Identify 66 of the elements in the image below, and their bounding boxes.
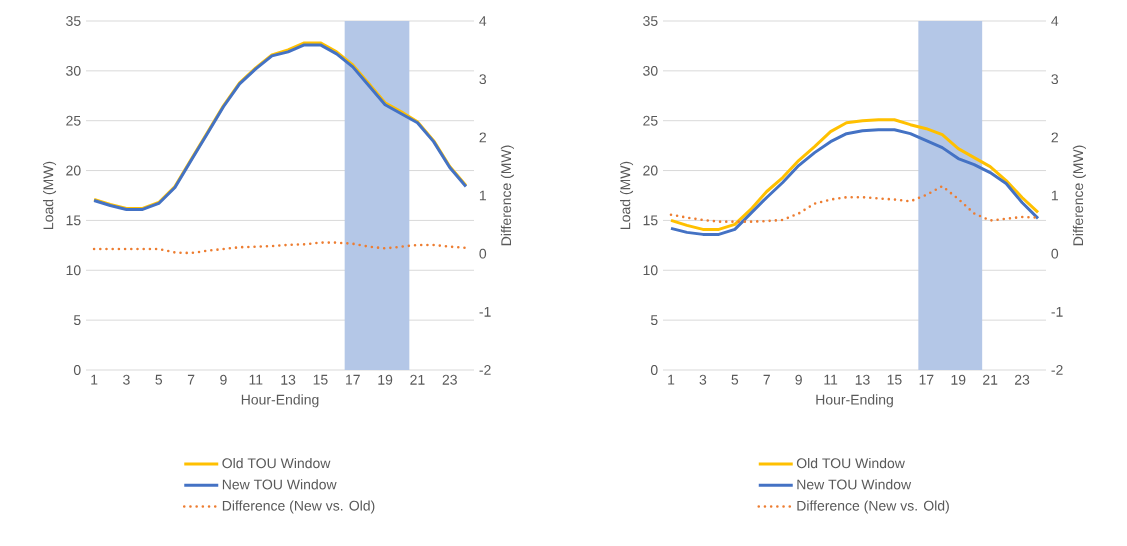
- x-tick-label: 1: [668, 374, 675, 385]
- y2-tick-label: 3: [1051, 74, 1059, 85]
- x-tick-label: 7: [187, 374, 195, 385]
- y-tick-label: 5: [73, 315, 81, 326]
- x-tick-label: 15: [313, 374, 328, 385]
- y-tick-label: 30: [66, 65, 81, 76]
- y-tick-label: 25: [66, 115, 81, 126]
- y2-tick-label: 4: [1051, 16, 1059, 26]
- y-tick-label: 35: [643, 16, 658, 26]
- legend-label: Difference (New vs. Old): [797, 500, 949, 514]
- y2-axis-title: Difference (MW): [500, 145, 514, 246]
- x-tick-label: 7: [763, 374, 770, 385]
- y2-tick-label: 1: [479, 190, 486, 201]
- y2-tick-label: 0: [479, 248, 487, 259]
- x-tick-label: 5: [731, 374, 739, 385]
- y-tick-label: 20: [66, 165, 81, 176]
- y-tick-label: 10: [66, 265, 81, 276]
- y2-tick-label: 0: [1051, 248, 1059, 259]
- y2-tick-label: 1: [1051, 190, 1058, 201]
- x-tick-label: 9: [795, 374, 802, 385]
- y2-tick-label: -1: [479, 307, 491, 317]
- y-tick-label: 5: [650, 315, 658, 326]
- y-tick-label: 25: [643, 115, 658, 126]
- x-tick-label: 3: [123, 374, 130, 385]
- y-tick-label: 15: [643, 215, 658, 226]
- y2-tick-label: -1: [1051, 307, 1063, 317]
- y-tick-label: 20: [643, 165, 658, 176]
- x-tick-label: 11: [249, 374, 263, 385]
- y-tick-label: 15: [66, 215, 81, 226]
- y2-tick-label: 4: [479, 16, 487, 26]
- x-tick-label: 23: [442, 374, 457, 385]
- y-axis-title: Load (MW): [43, 161, 57, 229]
- y-axis-title: Load (MW): [620, 161, 634, 229]
- x-tick-label: 19: [378, 374, 393, 385]
- y2-tick-label: 3: [479, 74, 487, 85]
- y-tick-label: 10: [643, 265, 658, 276]
- x-tick-label: 11: [824, 374, 838, 385]
- x-tick-label: 3: [699, 374, 707, 385]
- x-tick-label: 13: [281, 374, 296, 385]
- x-tick-label: 1: [91, 374, 98, 385]
- x-tick-label: 23: [1014, 374, 1030, 385]
- legend-label: Old TOU Window: [222, 457, 331, 469]
- legend-label: Difference (New vs. Old): [222, 500, 375, 514]
- x-tick-label: 9: [220, 374, 227, 385]
- y2-tick-label: -2: [1051, 365, 1063, 375]
- x-tick-label: 21: [410, 374, 425, 385]
- x-tick-label: 17: [919, 374, 934, 385]
- y-tick-label: 35: [66, 16, 81, 26]
- y2-axis-title: Difference (MW): [1072, 145, 1086, 246]
- x-axis-title: Hour-Ending: [816, 394, 893, 408]
- legend-label: Old TOU Window: [796, 457, 905, 469]
- x-tick-label: 17: [346, 374, 360, 385]
- x-tick-label: 19: [951, 374, 966, 385]
- x-tick-label: 21: [983, 374, 998, 385]
- y2-tick-label: 2: [479, 132, 486, 143]
- legend-label: New TOU Window: [222, 479, 337, 490]
- y2-tick-label: -2: [479, 365, 491, 375]
- y-tick-label: 0: [650, 365, 658, 375]
- y-tick-label: 0: [73, 365, 81, 375]
- x-tick-label: 5: [155, 374, 163, 385]
- x-tick-label: 13: [855, 374, 870, 385]
- legend-label: New TOU Window: [797, 479, 912, 490]
- x-axis-title: Hour-Ending: [241, 394, 319, 408]
- x-tick-label: 15: [887, 374, 902, 385]
- y-tick-label: 30: [643, 65, 658, 76]
- y2-tick-label: 2: [1051, 132, 1058, 143]
